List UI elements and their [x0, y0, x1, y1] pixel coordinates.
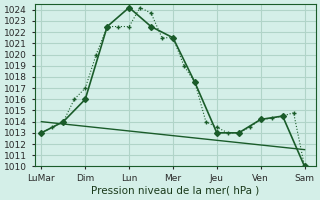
X-axis label: Pression niveau de la mer( hPa ): Pression niveau de la mer( hPa ): [91, 186, 259, 196]
